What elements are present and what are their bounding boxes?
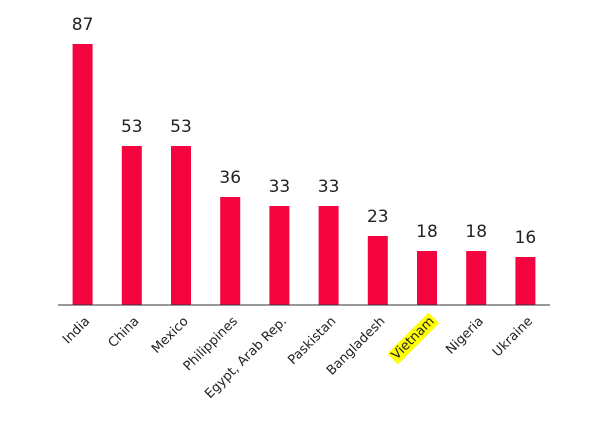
x-tick-group: Vietnam: [387, 312, 440, 365]
bar: [367, 236, 388, 305]
value-label: 53: [170, 117, 192, 137]
bar: [121, 146, 142, 305]
x-tick-group: Egypt, Arab Rep.: [202, 314, 290, 402]
x-tick-label: Vietnam: [389, 314, 438, 363]
x-tick-label: Egypt, Arab Rep.: [202, 314, 290, 402]
value-label: 18: [465, 222, 487, 242]
x-tick-group: India: [60, 314, 93, 347]
bar: [269, 206, 290, 305]
x-tick-group: Ukraine: [490, 314, 536, 360]
value-label: 87: [72, 15, 94, 35]
x-tick-group: China: [106, 314, 143, 351]
x-tick-label: India: [60, 314, 93, 347]
x-tick-label: China: [106, 314, 143, 351]
bar: [466, 251, 487, 305]
bar: [171, 146, 191, 305]
bar: [72, 44, 93, 305]
x-tick-label: Mexico: [149, 314, 192, 357]
value-label: 23: [367, 207, 389, 227]
x-tick-label: Ukraine: [490, 314, 536, 360]
x-tick-group: Mexico: [149, 314, 192, 357]
bar: [417, 251, 437, 305]
x-tick-label: Nigeria: [443, 314, 486, 357]
value-label: 33: [269, 177, 291, 197]
value-label: 33: [318, 177, 340, 197]
value-label: 36: [219, 168, 241, 188]
highlight: [387, 312, 440, 365]
value-label: 16: [515, 228, 537, 248]
bar: [318, 206, 339, 305]
bar: [515, 257, 536, 305]
value-label: 53: [121, 117, 143, 137]
x-tick-group: Nigeria: [443, 314, 486, 357]
value-label: 18: [416, 222, 438, 242]
bar: [220, 197, 241, 305]
